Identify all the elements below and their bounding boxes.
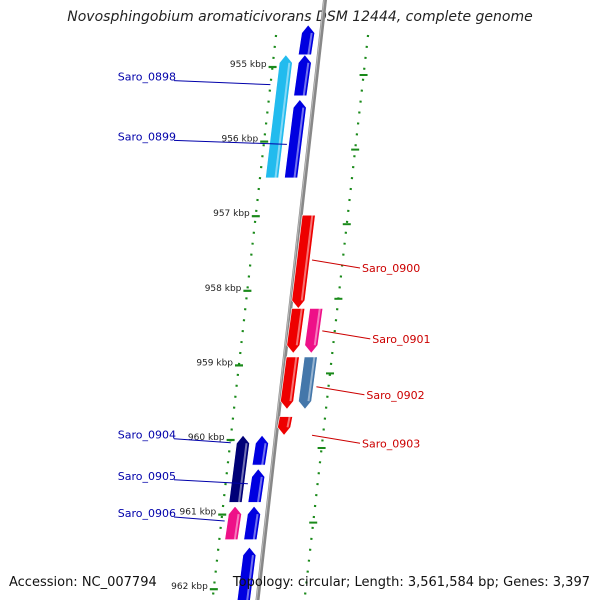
gene-g-fwd-a[interactable] [293,54,312,97]
gene-label[interactable]: Saro_0903 [362,437,420,450]
dotted-guide-left [211,34,278,600]
gene-highlight [233,513,240,540]
gene-label[interactable]: Saro_0902 [366,389,424,402]
gene-highlight [289,356,298,402]
gene-g-0900[interactable] [291,214,316,309]
gene-g-0899[interactable] [284,99,307,179]
tick-label: 959 kbp [196,358,233,368]
tick-label: 957 kbp [213,209,250,219]
gene-arrow[interactable] [265,54,293,179]
gene-arrow[interactable] [224,505,242,541]
accession-text: Accession: NC_007794 [9,575,157,590]
gene-g-0902b[interactable] [298,356,318,410]
backbone-highlight [255,0,325,600]
gene-highlight [295,308,303,346]
kbp-axis: 955 kbp 956 kbp 957 kbp 958 kbp 959 kbp 960 k… [171,60,368,592]
tick-label: 956 kbp [221,135,258,145]
gene-g-0905b[interactable] [247,468,266,503]
gene-arrow[interactable] [297,24,316,56]
gene-g-0903[interactable] [277,416,293,436]
genome-title: Novosphingobium aromaticivorans DSM 1244… [67,9,533,25]
gene-label[interactable]: Saro_0906 [118,507,176,520]
label-leader [316,386,365,396]
label-leader [322,330,371,340]
gene-arrow[interactable] [291,214,316,309]
gene-highlight [307,356,316,402]
gene-arrow[interactable] [247,468,266,503]
gene-label[interactable]: Saro_0899 [118,130,176,143]
gene-highlight [286,416,291,428]
gene-highlight [237,443,248,503]
dotted-guide-right [303,34,370,600]
gene-highlight [313,308,321,346]
gene-highlight [246,555,254,600]
label-leader [311,434,361,444]
gene-highlight [307,32,313,55]
gene-g-0904[interactable] [228,434,250,503]
gene-highlight [274,62,291,179]
gene-highlight [293,107,305,179]
label-leader [173,80,271,86]
gene-arrow[interactable] [243,505,261,541]
label-leader [173,438,231,444]
gene-g-0905[interactable] [251,434,269,466]
gene-labels: Saro_0898 Saro_0899 Saro_0900 Saro_0901 Saro… [118,71,431,522]
gene-highlight [256,476,263,503]
label-leader [173,479,248,485]
gene-arrow[interactable] [235,546,257,600]
gene-g-0898[interactable] [265,54,293,179]
gene-g-0902[interactable] [280,356,300,410]
gene-arrow[interactable] [277,416,293,436]
gene-arrow[interactable] [280,356,300,410]
gene-highlight [252,513,259,540]
gene-arrow[interactable] [228,434,250,503]
gene-arrow[interactable] [293,54,312,97]
gene-arrow[interactable] [286,308,306,354]
genome-backbone [255,0,328,600]
gene-g-0906[interactable] [224,505,242,541]
label-leader [173,139,287,145]
gene-highlight [261,443,267,466]
genome-summary-text: Topology: circular; Length: 3,561,584 bp… [232,575,590,590]
gene-label[interactable]: Saro_0901 [372,333,430,346]
gene-label[interactable]: Saro_0904 [118,429,176,442]
gene-features [224,24,324,600]
gene-label[interactable]: Saro_0905 [118,470,176,483]
gene-g-0906b[interactable] [243,505,261,541]
gene-arrow[interactable] [284,99,307,179]
gene-g-bottom[interactable] [235,546,257,600]
gene-g-top[interactable] [297,24,316,56]
gene-g-0901[interactable] [286,308,306,354]
dotted-guides [211,34,370,600]
tick-label: 955 kbp [230,60,267,70]
gene-arrow[interactable] [304,308,324,354]
gene-arrow[interactable] [251,434,269,466]
gene-highlight [302,62,310,96]
gene-label[interactable]: Saro_0898 [118,71,176,84]
backbone-line [255,0,328,600]
gene-arrow[interactable] [298,356,318,410]
tick-label: 958 kbp [205,284,242,294]
gene-label[interactable]: Saro_0900 [362,262,420,275]
gene-g-0901b[interactable] [304,308,324,354]
label-leader [311,259,361,269]
tick-label: 961 kbp [180,508,217,518]
tick-label: 962 kbp [171,582,208,592]
tick-label: 960 kbp [188,433,225,443]
gene-highlight [300,215,314,301]
label-leader [173,516,225,522]
